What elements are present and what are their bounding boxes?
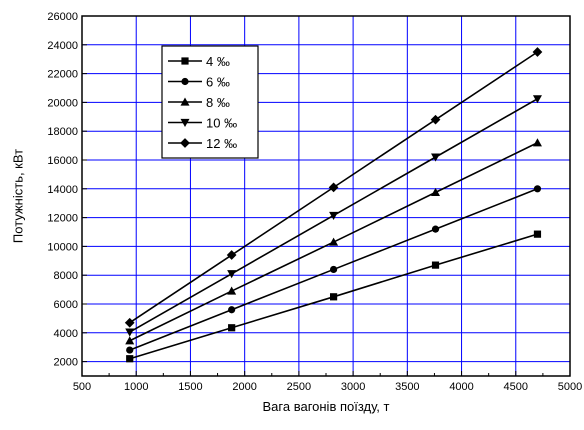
y-tick-label: 8000 (54, 270, 78, 282)
legend-marker (180, 138, 190, 148)
data-point-marker (328, 182, 339, 193)
legend-item: 12 ‰ (168, 136, 237, 151)
legend-marker (181, 77, 189, 86)
data-point-marker (329, 237, 339, 246)
x-tick-label: 5000 (558, 381, 582, 393)
data-point-marker (226, 250, 237, 260)
y-tick-label: 16000 (47, 155, 78, 167)
x-tick-label: 1500 (178, 381, 202, 393)
x-axis-title: Вага вагонів поїзду, т (263, 399, 390, 414)
legend-label: 12 ‰ (206, 136, 237, 151)
y-tick-label: 18000 (47, 126, 78, 138)
data-point-marker (532, 95, 542, 104)
data-point-marker (532, 47, 543, 57)
series-5 (124, 47, 543, 328)
x-tick-label: 4500 (504, 381, 528, 393)
data-point-marker (125, 336, 135, 345)
y-axis-title: Потужність, кВт (11, 149, 26, 243)
y-tick-label: 22000 (47, 69, 78, 81)
series-1 (126, 230, 542, 363)
data-point-marker (329, 293, 338, 301)
data-point-marker (431, 261, 440, 269)
x-tick-label: 4000 (449, 381, 473, 393)
plot-frame (81, 15, 571, 377)
data-point-marker (329, 265, 338, 274)
data-point-marker (126, 346, 134, 354)
y-tick-label: 2000 (54, 357, 78, 369)
data-point-marker (532, 138, 542, 147)
y-tick-label: 26000 (47, 11, 78, 23)
series-3 (125, 138, 542, 345)
legend-item: 10 ‰ (168, 116, 237, 131)
y-tick-label: 12000 (47, 213, 78, 225)
x-tick-label: 2000 (232, 381, 256, 393)
data-point-marker (329, 211, 339, 220)
legend-item: 6 ‰ (168, 75, 230, 90)
legend-marker (180, 97, 190, 106)
x-tick-label: 3500 (395, 381, 419, 393)
legend-item: 4 ‰ (168, 54, 230, 69)
axis-ticks: 500 1000 1500 2000 2500 3000 3500 4000 4500 5000 2… (47, 11, 582, 393)
legend-item: 8 ‰ (168, 95, 230, 110)
data-point-marker (126, 355, 134, 363)
data-point-marker (430, 114, 441, 125)
y-tick-label: 4000 (54, 328, 78, 340)
data-point-marker (533, 230, 542, 238)
series-layer (124, 47, 543, 363)
data-point-marker (124, 317, 135, 328)
x-tick-label: 500 (73, 381, 91, 393)
legend-label: 6 ‰ (206, 75, 230, 90)
data-point-marker (125, 328, 135, 337)
data-point-marker (227, 270, 237, 279)
data-point-marker (228, 306, 236, 314)
series-2 (126, 185, 542, 354)
data-point-marker (228, 324, 236, 332)
legend: 4 ‰ 6 ‰ 8 ‰ 10 ‰ 12 ‰ (161, 45, 259, 159)
data-point-marker (431, 153, 441, 162)
legend-marker (180, 118, 190, 127)
x-tick-label: 2500 (287, 381, 311, 393)
data-point-marker (533, 185, 542, 193)
y-tick-label: 14000 (47, 184, 78, 196)
x-tick-label: 3000 (341, 381, 365, 393)
grid (82, 16, 570, 376)
series-4 (125, 95, 542, 337)
y-tick-label: 10000 (47, 241, 78, 253)
legend-marker (181, 57, 189, 65)
x-tick-label: 1000 (124, 381, 148, 393)
legend-label: 4 ‰ (206, 54, 230, 69)
data-point-marker (227, 286, 237, 295)
legend-label: 8 ‰ (206, 95, 230, 110)
legend-label: 10 ‰ (206, 116, 237, 131)
y-tick-label: 24000 (47, 40, 78, 52)
y-tick-label: 20000 (47, 97, 78, 109)
data-point-marker (431, 187, 441, 196)
y-tick-label: 6000 (54, 299, 78, 311)
data-point-marker (431, 225, 440, 233)
